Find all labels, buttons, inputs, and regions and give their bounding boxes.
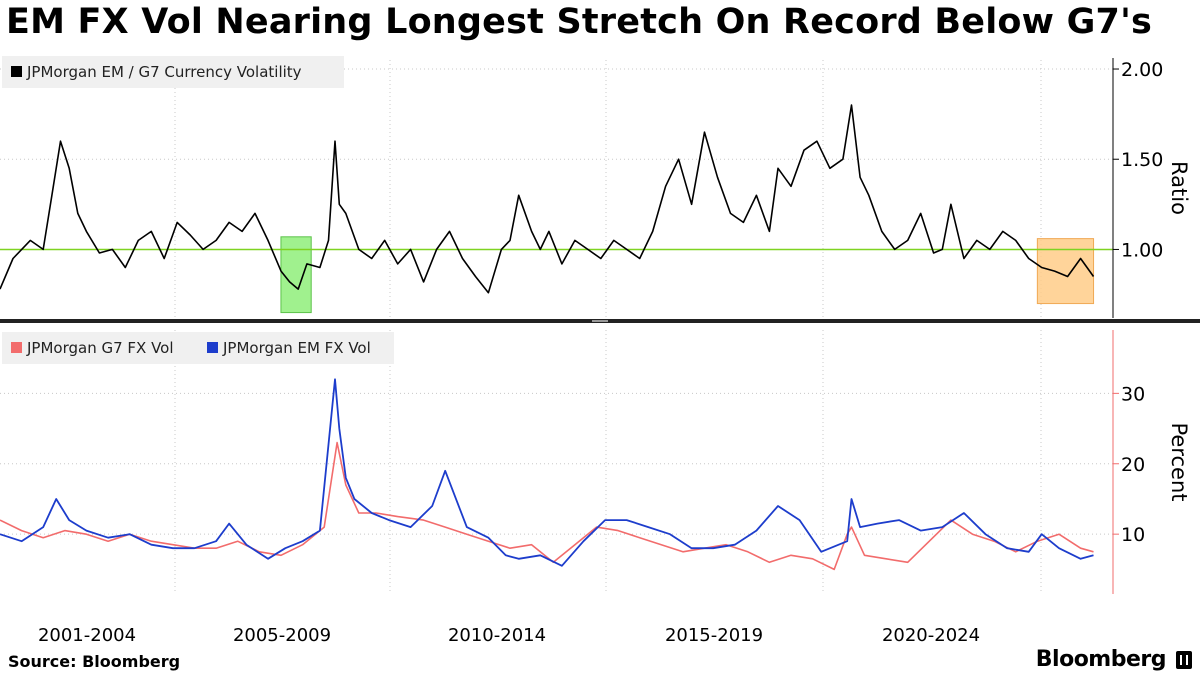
x-tick-label: 2005-2009 [233,625,331,646]
legend-label-em: JPMorgan EM FX Vol [222,339,371,357]
legend-swatch [11,66,22,77]
brand-logo: Bloomberg [1035,647,1167,672]
legend-box [2,332,394,364]
highlight-box [280,236,312,314]
y-tick-label-ratio: 2.00 [1121,59,1163,81]
x-tick-label: 2020-2024 [882,625,980,646]
y-tick-label-percent: 10 [1121,524,1145,546]
legend-label: JPMorgan EM / G7 Currency Volatility [26,63,302,81]
series-line-g7 [0,441,1094,571]
y-axis-label-ratio: Ratio [1167,161,1191,215]
legend-swatch-em [207,342,218,353]
series-line-ratio [0,104,1095,294]
y-tick-label-percent: 30 [1121,383,1145,405]
series-line-em [0,378,1094,567]
x-tick-label: 2001-2004 [38,625,136,646]
y-axis-label-percent: Percent [1167,422,1191,501]
x-tick-label: 2010-2014 [448,625,546,646]
chart-title: EM FX Vol Nearing Longest Stretch On Rec… [6,2,1153,42]
y-tick-label-ratio: 1.00 [1121,239,1163,261]
y-tick-label-percent: 20 [1121,454,1145,476]
panel-divider-handle [592,320,608,322]
legend-box [2,56,344,88]
legend-label-g7: JPMorgan G7 FX Vol [26,339,174,357]
source-note: Source: Bloomberg [8,652,181,671]
x-tick-label: 2015-2019 [665,625,763,646]
legend-swatch-g7 [11,342,22,353]
highlight-box [1036,238,1095,305]
y-tick-label-ratio: 1.50 [1121,149,1163,171]
terminal-icon [1176,651,1192,669]
